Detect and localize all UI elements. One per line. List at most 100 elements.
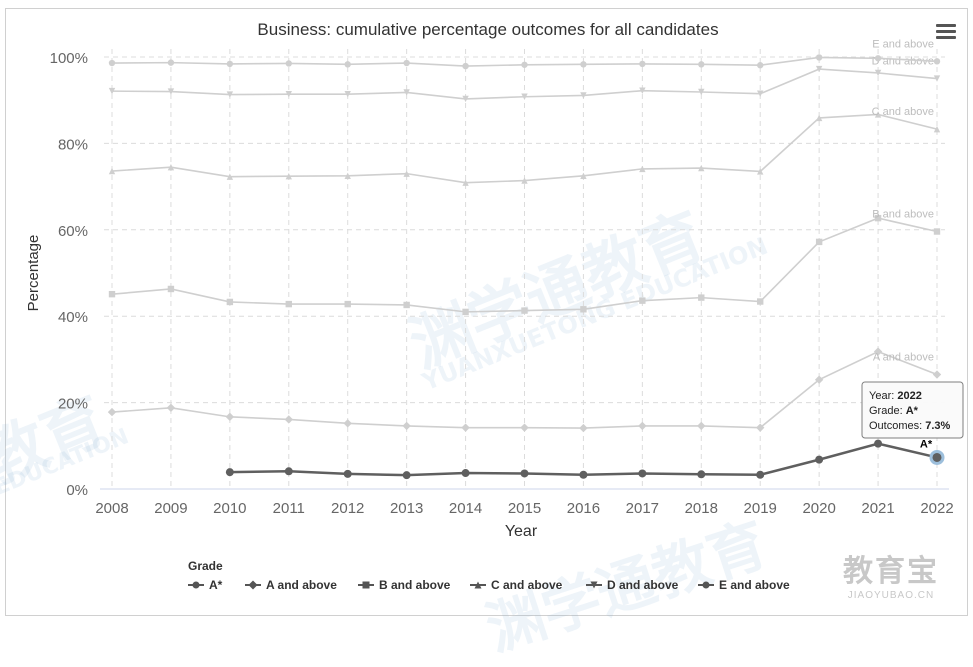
tooltip-value: 7.3%: [925, 420, 950, 432]
data-point: [932, 370, 942, 379]
tooltip-row: Grade: A*: [869, 405, 919, 417]
data-point: [403, 301, 410, 309]
legend-label: A and above: [266, 578, 337, 592]
hovered-data-point: [929, 449, 945, 465]
series-end-label: B and above: [872, 209, 934, 221]
data-point: [226, 60, 234, 68]
data-point: [285, 300, 292, 308]
data-point: [285, 60, 292, 67]
data-point: [638, 421, 647, 431]
data-point: [579, 470, 588, 479]
data-point: [462, 308, 469, 316]
legend-label: E and above: [719, 578, 790, 592]
data-point: [166, 403, 176, 412]
legend-item[interactable]: C and above: [470, 578, 563, 592]
data-point: [520, 423, 529, 432]
x-tick-label: 2014: [449, 500, 482, 517]
chart-menu-button[interactable]: [936, 24, 956, 40]
data-point: [815, 238, 823, 246]
data-point: [873, 347, 883, 356]
data-point: [226, 173, 234, 180]
legend-item[interactable]: A*: [188, 578, 223, 592]
data-point: [580, 306, 587, 313]
series-b-and-above: B and above: [108, 209, 941, 316]
legend-item[interactable]: D and above: [586, 578, 679, 592]
data-point: [521, 61, 528, 68]
data-point: [814, 375, 824, 384]
data-point: [580, 172, 587, 179]
data-point: [874, 439, 883, 448]
data-point: [639, 87, 646, 94]
data-point: [521, 93, 528, 100]
data-point: [815, 114, 823, 122]
line-chart: 0% 20% 40% 60% 80% 100% 2008 2009 2010 2011 2012 20…: [25, 20, 964, 592]
data-point: [462, 179, 469, 186]
legend-label: A*: [209, 578, 223, 592]
x-tick-label: 2017: [626, 500, 659, 517]
y-tick-label: 80%: [58, 136, 88, 153]
brand-url: JIAOYUBAO.CN: [847, 590, 935, 601]
x-tick-label: 2010: [213, 500, 246, 517]
data-point: [815, 65, 823, 73]
legend-item[interactable]: E and above: [698, 578, 790, 592]
data-point: [343, 469, 352, 478]
legend-marker: [248, 580, 258, 590]
x-tick-label: 2013: [390, 500, 423, 517]
data-point: [461, 423, 470, 432]
tooltip-key: Outcomes:: [869, 420, 925, 432]
data-point: [698, 294, 705, 301]
data-point: [403, 89, 410, 96]
brand-name: 教育宝: [843, 554, 939, 589]
data-point: [285, 90, 292, 98]
series-e-and-above: E and above: [108, 38, 941, 70]
series-c-and-above: C and above: [108, 106, 941, 186]
legend-marker: [362, 581, 370, 589]
y-tick-label: 20%: [58, 396, 88, 413]
x-tick-label: 2021: [861, 500, 894, 517]
x-tick-label: 2015: [508, 500, 541, 517]
y-tick-label: 0%: [66, 482, 88, 499]
tooltip-row: Outcomes: 7.3%: [869, 420, 951, 432]
data-point: [462, 62, 469, 70]
data-point: [757, 90, 764, 97]
data-point: [639, 165, 646, 173]
series-end-label: C and above: [872, 106, 934, 118]
data-point: [638, 469, 647, 478]
data-point: [874, 214, 882, 222]
x-tick-label: 2022: [920, 500, 953, 517]
legend: Grade A* A and above B and above C and above…: [188, 559, 790, 592]
data-point: [108, 167, 116, 175]
series-end-label: A*: [920, 438, 933, 450]
data-point: [462, 95, 469, 103]
data-point: [579, 423, 588, 433]
x-tick-label: 2020: [802, 500, 835, 517]
data-point: [225, 412, 235, 422]
data-point: [757, 168, 764, 175]
legend-marker: [474, 581, 482, 589]
data-point: [698, 61, 705, 68]
legend-marker: [192, 581, 200, 589]
data-point: [874, 69, 882, 77]
series-a-and-above: A and above: [107, 347, 942, 433]
data-point: [520, 469, 529, 478]
data-point: [344, 90, 351, 98]
x-tick-label: 2011: [273, 500, 305, 517]
data-point: [580, 61, 587, 68]
data-point: [284, 467, 293, 476]
legend-label: C and above: [491, 578, 563, 592]
legend-marker: [702, 581, 710, 589]
data-point: [108, 59, 116, 67]
tooltip: Year: 2022 Grade: A* Outcomes: 7.3%: [861, 381, 964, 439]
data-point: [402, 421, 411, 431]
data-point: [815, 455, 824, 464]
legend-item[interactable]: B and above: [358, 578, 451, 592]
data-point: [639, 297, 646, 304]
data-point: [933, 58, 941, 65]
x-tick-label: 2018: [685, 500, 718, 517]
data-point: [698, 164, 705, 172]
data-point: [698, 88, 705, 96]
data-point: [343, 419, 352, 428]
data-point: [757, 62, 764, 69]
tooltip-row: Year: 2022: [869, 390, 922, 402]
legend-item[interactable]: A and above: [245, 578, 337, 592]
